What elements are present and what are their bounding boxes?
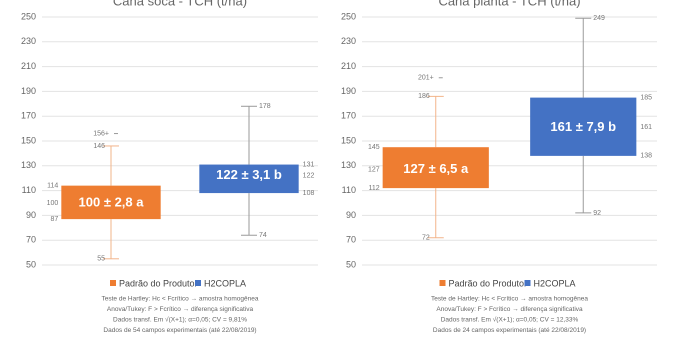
legend-label: Padrão do Produtor	[449, 278, 528, 288]
note: Anova/Tukey: F > Fcrítico → diferença si…	[436, 306, 583, 313]
y-tick-label: 110	[342, 185, 356, 195]
y-tick-label: 150	[21, 135, 36, 145]
outlier-label: 201+	[418, 75, 434, 82]
note: Dados transf. Em √(X+1); α=0,05; CV = 9,…	[113, 316, 247, 324]
chart-title: Cana soca - TCH (t/ha)	[113, 0, 247, 8]
value-label: 131	[303, 161, 315, 168]
y-tick-label: 190	[341, 86, 356, 96]
value-label: 249	[593, 15, 605, 22]
y-tick-label: 210	[341, 61, 356, 71]
legend-label: H2COPLA	[204, 278, 246, 288]
y-tick-label: 90	[26, 210, 36, 220]
note: Anova/Tukey: F > Fcrítico → diferença si…	[107, 306, 254, 313]
box	[382, 147, 489, 189]
value-label: 161	[640, 124, 652, 131]
y-tick-label: 170	[21, 111, 36, 121]
note: Dados de 24 campos experimentais (até 22…	[433, 327, 586, 334]
legend-swatch	[439, 280, 446, 286]
y-tick-label: 190	[21, 86, 36, 96]
note: Teste de Hartley: Hc < Fcrítico → amostr…	[102, 296, 259, 303]
y-tick-label: 250	[21, 11, 36, 21]
legend-label: Padrão do Produtor	[119, 278, 198, 288]
chart: Cana soca - TCH (t/ha) 50 70 90 110 130 150 170…	[21, 0, 318, 334]
value-label: 146	[93, 143, 105, 150]
value-label: 112	[368, 185, 379, 192]
value-label: 92	[593, 210, 601, 217]
chart: Cana planta - TCH (t/ha) 50 70 90 110 130 150 1…	[341, 0, 657, 334]
value-label: 178	[259, 103, 271, 110]
box	[199, 164, 299, 194]
y-tick-label: 130	[341, 160, 356, 170]
box	[61, 185, 161, 220]
box-label: 161 ± 7,9 b	[550, 119, 616, 134]
y-tick-label: 90	[346, 210, 356, 220]
y-tick-label: 250	[341, 11, 356, 21]
value-label: 108	[303, 190, 315, 197]
y-tick-label: 70	[26, 235, 36, 245]
value-label: 87	[51, 216, 59, 223]
y-tick-label: 230	[21, 36, 36, 46]
box-label: 122 ± 3,1 b	[216, 167, 282, 182]
value-label: 55	[97, 256, 105, 263]
value-label: 114	[47, 182, 58, 189]
value-label: 138	[640, 153, 652, 160]
value-label: 100	[47, 200, 59, 207]
value-label: 185	[640, 94, 652, 101]
value-label: 145	[368, 144, 380, 151]
legend-swatch	[524, 280, 531, 286]
chart-title: Cana planta - TCH (t/ha)	[438, 0, 580, 8]
note: Dados transf. Em √(X+1); α=0,05; CV = 12…	[441, 316, 579, 324]
legend-swatch	[195, 280, 201, 286]
legend-swatch	[110, 280, 116, 286]
box-label: 100 ± 2,8 a	[79, 194, 145, 209]
value-label: 72	[422, 235, 430, 242]
note: Teste de Hartley: Hc < Fcrítico → amostr…	[431, 296, 588, 303]
legend-label: H2COPLA	[534, 278, 576, 288]
note: Dados de 54 campos experimentais (até 22…	[103, 327, 256, 334]
outlier-label: 156+	[93, 130, 109, 137]
y-tick-label: 150	[341, 135, 356, 145]
value-label: 122	[303, 173, 315, 180]
y-tick-label: 230	[341, 36, 356, 46]
value-label: 127	[368, 166, 380, 173]
y-tick-label: 110	[22, 185, 36, 195]
y-tick-label: 50	[346, 259, 356, 269]
y-tick-label: 50	[26, 259, 36, 269]
y-tick-label: 210	[21, 61, 36, 71]
box	[530, 97, 637, 156]
box-label: 127 ± 6,5 a	[403, 161, 469, 176]
y-tick-label: 170	[341, 111, 356, 121]
value-label: 74	[259, 232, 267, 239]
y-tick-label: 70	[346, 235, 356, 245]
value-label: 186	[418, 93, 430, 100]
y-tick-label: 130	[21, 160, 36, 170]
